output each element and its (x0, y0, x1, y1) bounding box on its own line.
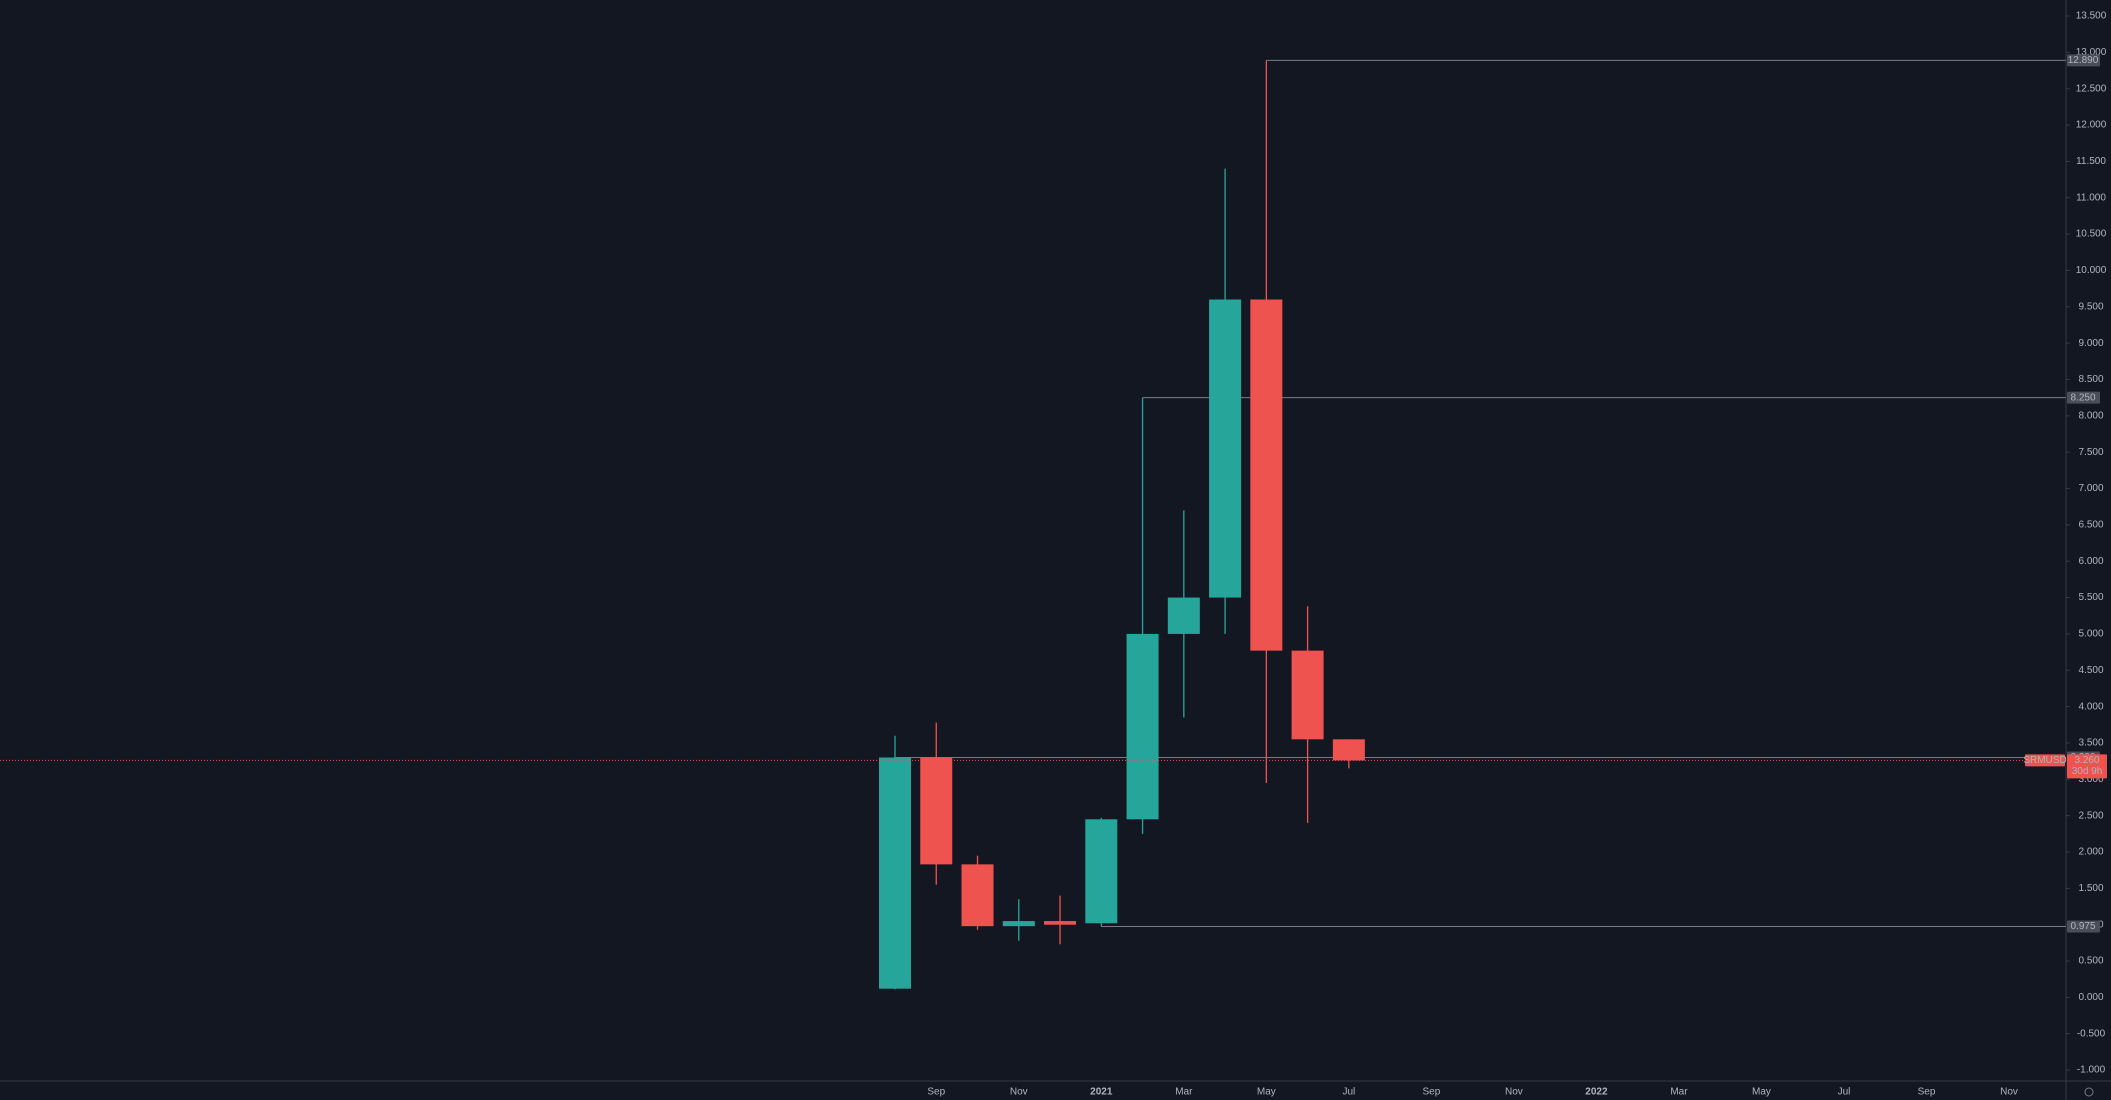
level-label-bg (2067, 54, 2100, 67)
candle-body (1002, 921, 1035, 927)
x-tick-label: Jul (1838, 1087, 1851, 1098)
level-label: 8.250 (2070, 392, 2095, 403)
candle-body (1126, 633, 1159, 820)
y-tick-label: -0.500 (2077, 1028, 2106, 1039)
y-tick-label: 6.500 (2078, 520, 2103, 531)
settings-icon[interactable] (2084, 1087, 2094, 1097)
y-tick-label: 10.500 (2076, 229, 2107, 240)
y-tick-label: 12.000 (2076, 120, 2107, 131)
price-label: 3.260 (2074, 755, 2099, 766)
y-tick-label: 0.000 (2078, 992, 2103, 1003)
y-tick-label: 12.500 (2076, 83, 2107, 94)
y-tick-label: 0.500 (2078, 956, 2103, 967)
y-tick-label: 4.500 (2078, 665, 2103, 676)
level-label: 0.975 (2070, 921, 2095, 932)
candle-body (1167, 597, 1200, 634)
price-label-bg (2067, 754, 2107, 779)
x-tick-label: Mar (1175, 1087, 1193, 1098)
candle-body (1044, 921, 1077, 925)
y-tick-label: 11.500 (2076, 156, 2106, 167)
y-tick-label: 3.000 (2078, 774, 2103, 785)
candle-body (1332, 739, 1365, 761)
y-tick-label: 5.000 (2078, 629, 2103, 640)
x-tick-label: Sep (1422, 1087, 1440, 1098)
symbol-label: SRMUSD (2023, 755, 2066, 766)
level-label-bg (2067, 391, 2100, 404)
y-tick-label: 2.500 (2078, 810, 2103, 821)
x-tick-label: 2022 (1585, 1087, 1608, 1098)
x-tick-label: Nov (1010, 1087, 1028, 1098)
x-tick-label: 2021 (1090, 1087, 1113, 1098)
y-tick-label: 8.500 (2078, 374, 2103, 385)
candle-body (1209, 299, 1242, 598)
x-tick-label: Sep (927, 1087, 945, 1098)
candle-body (920, 757, 953, 865)
y-tick-label: 2.000 (2078, 847, 2103, 858)
candle-body (1085, 819, 1118, 924)
y-tick-label: 6.000 (2078, 556, 2103, 567)
y-tick-label: -1.000 (2077, 1065, 2106, 1076)
x-tick-label: May (1257, 1087, 1276, 1098)
x-tick-label: Nov (1505, 1087, 1523, 1098)
y-tick-label: 13.500 (2076, 11, 2107, 22)
x-tick-label: May (1752, 1087, 1771, 1098)
candle-body (879, 757, 911, 989)
y-tick-label: 10.000 (2076, 265, 2107, 276)
y-tick-label: 1.500 (2078, 883, 2103, 894)
countdown-label: 30d 9h (2072, 766, 2103, 777)
level-label: 12.890 (2068, 55, 2099, 66)
y-tick-label: 7.000 (2078, 483, 2103, 494)
x-tick-label: Mar (1670, 1087, 1688, 1098)
y-tick-label: 11.000 (2076, 192, 2106, 203)
y-tick-label: 5.500 (2078, 592, 2103, 603)
level-label-bg (2067, 920, 2100, 933)
y-tick-label: 4.000 (2078, 701, 2103, 712)
x-tick-label: Jul (1342, 1087, 1355, 1098)
x-tick-label: Nov (2000, 1087, 2018, 1098)
x-tick-label: Sep (1918, 1087, 1936, 1098)
candle-body (1250, 299, 1283, 651)
y-tick-label: 8.000 (2078, 410, 2103, 421)
candle-body (1291, 650, 1324, 740)
y-tick-label: 13.000 (2076, 47, 2107, 58)
y-tick-label: 9.000 (2078, 338, 2103, 349)
y-tick-label: 9.500 (2078, 301, 2103, 312)
y-tick-label: 3.500 (2078, 738, 2103, 749)
symbol-label-bg (2025, 754, 2065, 767)
candle-body (961, 864, 994, 927)
y-tick-label: 7.500 (2078, 447, 2103, 458)
